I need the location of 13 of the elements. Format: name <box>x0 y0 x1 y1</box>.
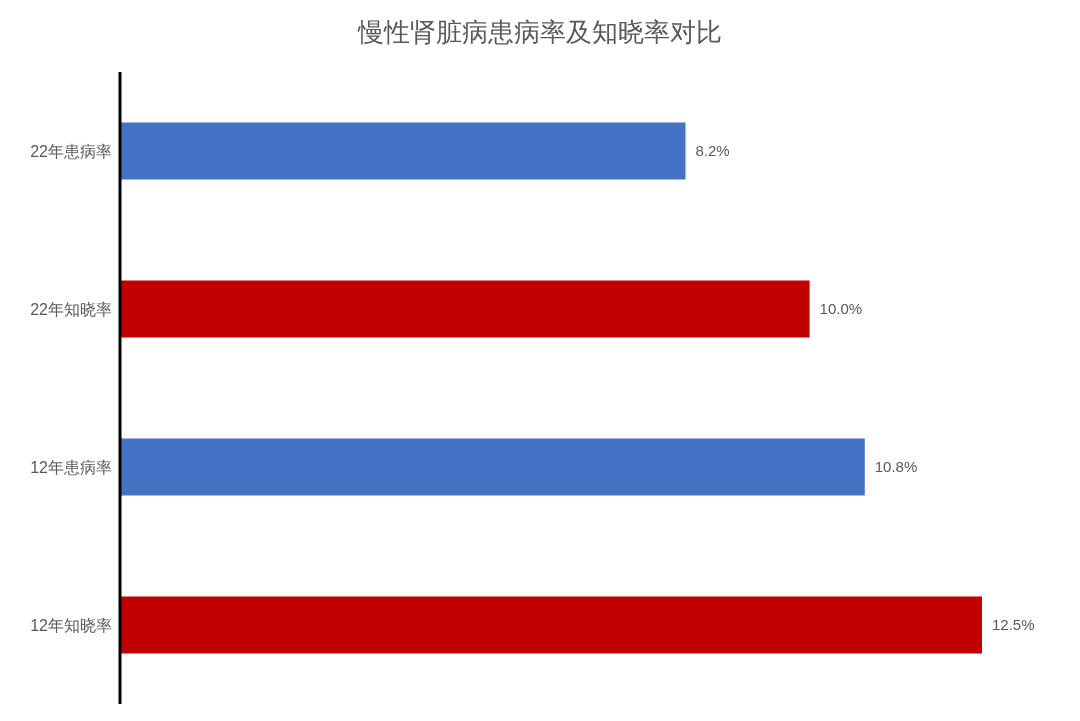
bar <box>120 438 865 496</box>
data-label: 10.0% <box>819 300 863 318</box>
bar <box>120 596 982 654</box>
data-label: 10.8% <box>874 458 918 476</box>
y-tick-label: 22年知晓率 <box>30 300 112 318</box>
y-tick-label: 22年患病率 <box>30 142 112 160</box>
chart-title: 慢性肾脏病患病率及知晓率对比 <box>356 16 723 49</box>
data-label: 12.5% <box>992 616 1035 634</box>
y-tick-label: 12年患病率 <box>30 458 112 476</box>
bar <box>120 280 810 338</box>
y-tick-label: 12年知晓率 <box>30 616 112 634</box>
data-label: 8.2% <box>695 142 730 160</box>
bar <box>120 122 686 180</box>
